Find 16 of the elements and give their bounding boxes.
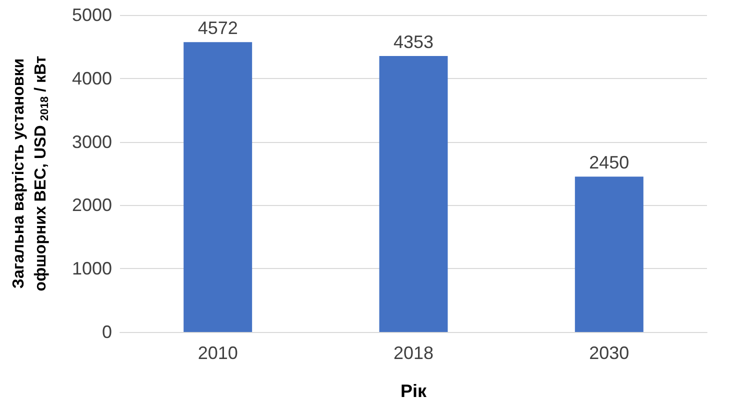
data-label: 2450 [589, 152, 630, 173]
y-tick-label: 3000 [72, 132, 112, 152]
x-axis-title: Рік [400, 381, 428, 401]
x-tick-label: 2018 [393, 343, 434, 363]
x-tick-label: 2010 [198, 343, 238, 363]
data-label: 4572 [198, 18, 238, 38]
y-tick-label: 0 [102, 322, 112, 342]
y-tick-label: 2000 [72, 195, 112, 216]
x-tick-label: 2030 [589, 343, 630, 363]
y-tick-label: 1000 [72, 258, 112, 279]
data-label: 4353 [393, 32, 434, 52]
y-tick-label: 5000 [72, 5, 112, 25]
y-tick-label: 4000 [72, 68, 112, 88]
bar [379, 56, 448, 332]
bar [184, 42, 252, 332]
bar [574, 176, 644, 332]
